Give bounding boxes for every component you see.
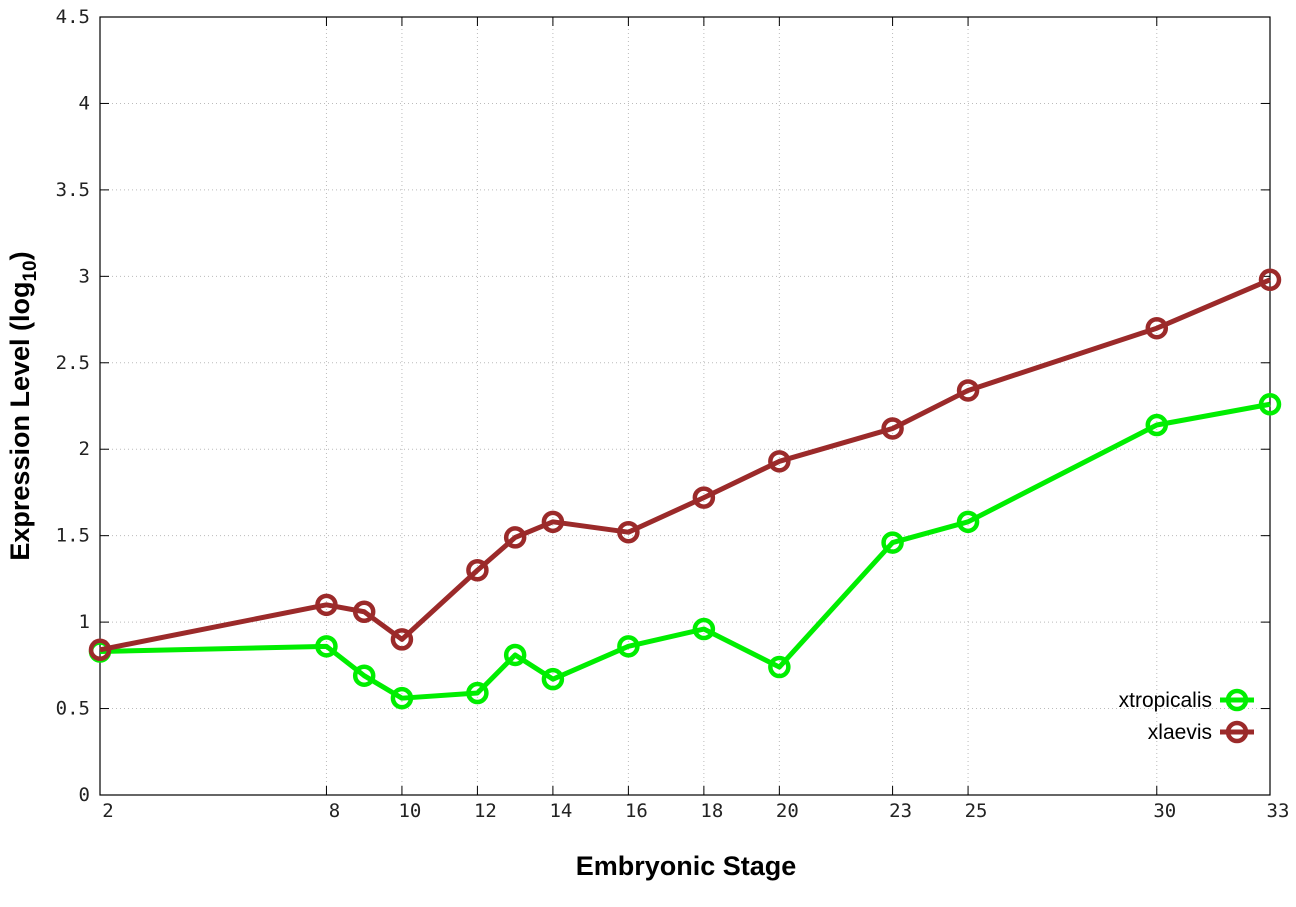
legend-marker-xtropicalis xyxy=(1225,688,1249,712)
data-point-xlaevis xyxy=(88,638,112,662)
data-point-xlaevis xyxy=(503,526,527,549)
y-tick-label: 1.5 xyxy=(56,525,90,547)
grid xyxy=(100,17,1270,795)
legend: xtropicalis xlaevis xyxy=(1119,688,1254,744)
plot-frame xyxy=(99,16,1271,796)
data-point-xtropicalis xyxy=(881,531,904,554)
data-point-xtropicalis xyxy=(768,655,791,679)
x-tick-label: 8 xyxy=(329,800,340,822)
y-tick-label: 2.5 xyxy=(56,352,90,374)
data-point-xtropicalis xyxy=(617,635,640,658)
legend-label-xlaevis: xlaevis xyxy=(1148,721,1212,744)
legend-marker-xlaevis xyxy=(1225,720,1249,744)
x-tick-label: 14 xyxy=(549,800,572,822)
data-point-xlaevis xyxy=(692,486,716,509)
x-tick-label: 25 xyxy=(965,800,988,822)
data-point-xlaevis xyxy=(1145,316,1169,340)
y-axis-title: Expression Level (log10) xyxy=(5,251,41,560)
data-point-xlaevis xyxy=(315,593,338,617)
x-tick-label: 12 xyxy=(474,800,497,822)
data-point-xtropicalis xyxy=(466,681,489,705)
y-tick-label: 0.5 xyxy=(56,698,90,720)
data-point-xlaevis xyxy=(768,450,791,473)
y-tick-label: 1 xyxy=(79,611,90,633)
ticks: 0 0.5 1 1.5 2 2.5 3 3.5 4 4.5 2 8 10 12 14 16 18 20 23 25 30… xyxy=(56,6,1290,822)
data-point-xlaevis xyxy=(390,628,414,651)
x-tick-label: 10 xyxy=(398,800,421,822)
y-tick-label: 0 xyxy=(79,784,90,806)
data-point-xlaevis xyxy=(352,600,376,623)
series-line-xtropicalis xyxy=(99,401,1271,701)
x-tick-label: 2 xyxy=(102,800,113,822)
y-tick-label: 3 xyxy=(79,265,90,287)
x-tick-label: 23 xyxy=(889,800,912,822)
y-tick-label: 2 xyxy=(79,438,90,460)
data-point-xtropicalis xyxy=(692,617,716,641)
legend-label-xtropicalis: xtropicalis xyxy=(1119,689,1212,712)
data-point-xtropicalis xyxy=(352,664,376,687)
data-point-xtropicalis xyxy=(1145,413,1169,437)
x-tick-label: 20 xyxy=(776,800,799,822)
series-layer xyxy=(88,268,1282,710)
x-tick-label: 33 xyxy=(1267,800,1290,822)
data-point-xlaevis xyxy=(466,558,489,582)
x-axis-title: Embryonic Stage xyxy=(576,851,797,881)
data-point-xtropicalis xyxy=(503,643,527,667)
x-tick-label: 16 xyxy=(625,800,648,822)
data-point-xtropicalis xyxy=(390,686,414,710)
y-tick-label: 4 xyxy=(79,92,90,114)
data-point-xlaevis xyxy=(956,379,980,402)
y-tick-label: 3.5 xyxy=(56,179,90,201)
data-point-xtropicalis xyxy=(1258,393,1282,416)
x-tick-label: 18 xyxy=(700,800,723,822)
data-point-xlaevis xyxy=(1258,268,1282,292)
x-tick-label: 30 xyxy=(1153,800,1176,822)
data-point-xtropicalis xyxy=(315,635,338,658)
data-point-xtropicalis xyxy=(541,667,565,691)
data-point-xlaevis xyxy=(881,417,904,440)
y-tick-label: 4.5 xyxy=(56,6,90,28)
series-line-xlaevis xyxy=(99,277,1271,653)
data-point-xlaevis xyxy=(541,510,565,534)
data-point-xtropicalis xyxy=(956,510,980,534)
data-point-xlaevis xyxy=(617,520,640,544)
